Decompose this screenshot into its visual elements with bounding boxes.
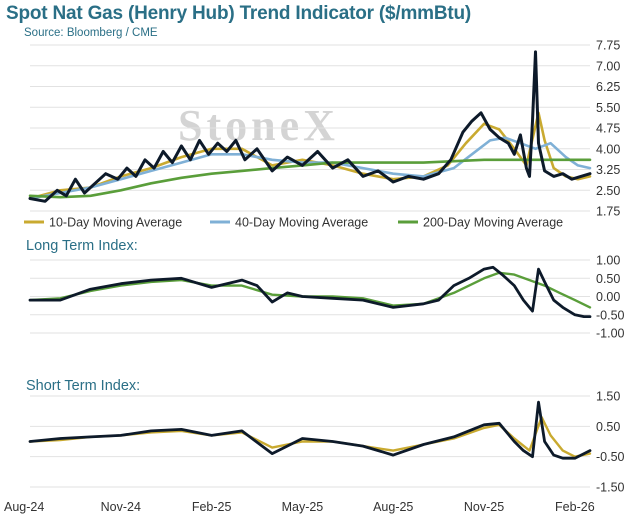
long_term-y-tick-label: -0.50: [596, 308, 625, 322]
long_term-index-line: [28, 265, 592, 319]
grid-layer: [30, 44, 590, 488]
long_term-y-tick-label: 1.00: [596, 254, 620, 268]
x-tick-label: Aug-25: [373, 500, 413, 514]
x-tick-label: Aug-24: [4, 500, 44, 514]
x-tick-label: Nov-25: [464, 500, 504, 514]
legend-label-ma40: 40-Day Moving Average: [235, 216, 368, 230]
short-term-index-label: Short Term Index:: [26, 378, 141, 394]
price-y-tick-label: 4.75: [596, 122, 620, 136]
price-y-tick-label: 6.25: [596, 80, 620, 94]
x-tick-label: Feb-26: [555, 500, 595, 514]
price-y-tick-label: 7.75: [596, 39, 620, 53]
short_term-y-tick-label: 1.50: [596, 390, 620, 404]
price-y-tick-label: 5.50: [596, 101, 620, 115]
source-note: Source: Bloomberg / CME: [24, 27, 158, 39]
legend-label-ma200: 200-Day Moving Average: [423, 216, 563, 230]
short_term-y-tick-label: 0.50: [596, 420, 620, 434]
long_term-y-tick-label: 0.50: [596, 272, 620, 286]
price-ma200-line: [28, 158, 592, 199]
long_term-y-tick-label: -1.00: [596, 327, 625, 341]
price-y-tick-label: 1.75: [596, 205, 620, 219]
x-tick-label: May-25: [282, 500, 324, 514]
legend-label-ma10: 10-Day Moving Average: [49, 216, 182, 230]
series-layer: [28, 50, 592, 460]
tick-layer: 7.75 7.00 6.25 5.50 4.75 4.00 3.25 2.50 1.75 1.00…: [4, 39, 625, 515]
legend: 10-Day Moving Average 40-Day Moving Avera…: [24, 216, 563, 230]
price-y-tick-label: 7.00: [596, 59, 620, 73]
x-tick-label: Feb-25: [192, 500, 232, 514]
long_term-signal-line: [28, 271, 592, 309]
price-y-tick-label: 4.00: [596, 142, 620, 156]
short_term-y-tick-label: -1.50: [596, 481, 625, 495]
price-spot-line: [28, 50, 592, 203]
short_term-y-tick-label: -0.50: [596, 450, 625, 464]
price-y-tick-label: 2.50: [596, 184, 620, 198]
chart-title: Spot Nat Gas (Henry Hub) Trend Indicator…: [6, 3, 472, 24]
short_term-index-line: [28, 400, 592, 460]
long-term-index-label: Long Term Index:: [26, 238, 138, 254]
price-y-tick-label: 3.25: [596, 163, 620, 177]
x-tick-label: Nov-24: [101, 500, 141, 514]
watermark-logo: StoneX: [178, 101, 339, 150]
long_term-y-tick-label: 0.00: [596, 290, 620, 304]
